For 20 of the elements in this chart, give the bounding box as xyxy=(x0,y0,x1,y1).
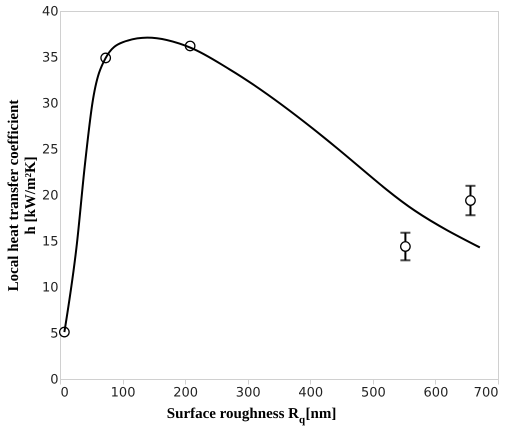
x-tick-label: 0 xyxy=(60,386,69,400)
x-tick-label: 600 xyxy=(424,386,448,400)
y-tick-label: 0 xyxy=(50,372,58,388)
y-tick-label: 35 xyxy=(42,50,58,66)
x-tick-label: 100 xyxy=(110,386,136,400)
x-tick-label: 300 xyxy=(236,386,261,400)
y-tick-label: 30 xyxy=(42,96,58,112)
x-tick-label: 700 xyxy=(474,386,498,400)
x-tick-label: 400 xyxy=(298,386,324,400)
y-tick-label: 15 xyxy=(42,234,58,250)
y-tick-label: 10 xyxy=(42,280,58,296)
y-axis-title: Local heat transfer coefficient h [kW/m²K] xyxy=(6,100,39,292)
y-tick-label: 20 xyxy=(42,188,58,204)
point xyxy=(465,195,476,206)
y-tick-label: 40 xyxy=(42,4,58,20)
y-tick-label: 25 xyxy=(42,142,58,158)
x-tick-label: 200 xyxy=(173,386,198,400)
point xyxy=(400,241,411,252)
x-tick-label: 500 xyxy=(360,386,386,400)
y-tick-label: 5 xyxy=(50,326,58,342)
